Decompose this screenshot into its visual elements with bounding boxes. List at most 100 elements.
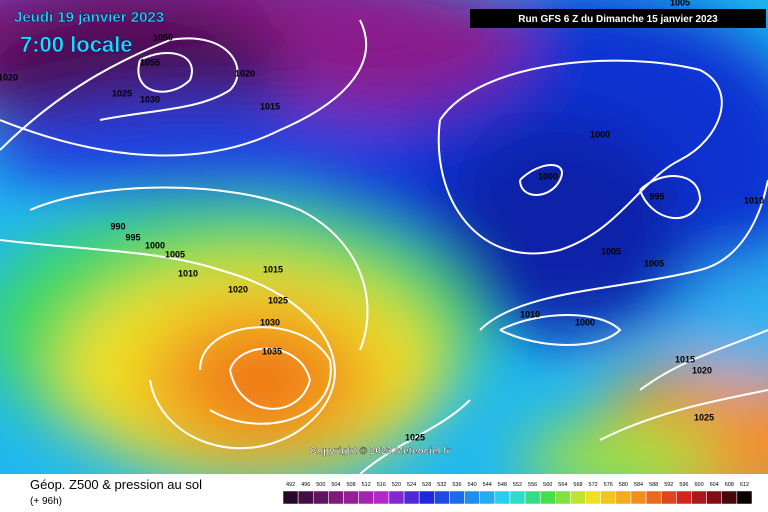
lead-time: (+ 96h) <box>30 496 62 507</box>
legend-label: 536 <box>452 482 461 488</box>
legend-swatch <box>494 490 511 505</box>
legend-swatch <box>509 490 526 505</box>
isobar-label: 1025 <box>694 412 714 422</box>
legend-label: 540 <box>468 482 477 488</box>
isobar-label: 1015 <box>675 354 695 364</box>
isobar-label: 1035 <box>262 346 282 356</box>
legend-swatch <box>479 490 496 505</box>
isobar-label: 1000 <box>575 317 595 327</box>
legend-label: 520 <box>392 482 401 488</box>
legend-label: 524 <box>407 482 416 488</box>
isobar-label: 1030 <box>260 317 280 327</box>
legend-label: 572 <box>589 482 598 488</box>
legend-swatch <box>736 490 753 505</box>
legend-label: 528 <box>422 482 431 488</box>
legend-label: 604 <box>710 482 719 488</box>
isobar-label: 1020 <box>228 284 248 294</box>
legend-label: 516 <box>377 482 386 488</box>
isobar-label: 1020 <box>0 72 18 82</box>
isobar-label: 1025 <box>112 88 132 98</box>
isobar-label: 1025 <box>268 295 288 305</box>
legend-label: 552 <box>513 482 522 488</box>
legend-swatch <box>676 490 692 505</box>
legend-swatch <box>388 490 405 505</box>
legend-label: 588 <box>649 482 658 488</box>
isobar-label: 1030 <box>140 94 160 104</box>
isobar-label: 1010 <box>520 309 540 319</box>
legend-swatch <box>403 490 420 505</box>
legend-swatch <box>585 490 601 505</box>
legend-swatch <box>373 490 390 505</box>
legend-label: 492 <box>286 482 295 488</box>
legend-swatch <box>706 490 722 505</box>
legend-swatch <box>434 490 450 505</box>
isobar-label: 1010 <box>744 195 764 205</box>
legend-swatch <box>630 490 647 505</box>
forecast-date: Jeudi 19 janvier 2023 <box>14 9 164 26</box>
legend-label: 512 <box>362 482 371 488</box>
isobar-label: 995 <box>125 232 140 242</box>
legend-label: 532 <box>437 482 446 488</box>
legend-label: 544 <box>483 482 492 488</box>
legend-swatch <box>343 490 359 505</box>
isobar-label: 995 <box>649 191 664 201</box>
legend-label: 500 <box>316 482 325 488</box>
isobar-label: 1050 <box>153 32 173 42</box>
isobar-label: 1000 <box>145 240 165 250</box>
legend-label: 612 <box>740 482 749 488</box>
legend-swatch <box>660 490 677 505</box>
legend-swatch <box>524 490 541 505</box>
isobar-label: 1000 <box>538 171 558 181</box>
legend-swatch <box>313 490 329 505</box>
isobar-label: 1010 <box>178 268 198 278</box>
footer-title: Géop. Z500 & pression au sol <box>30 477 202 492</box>
legend-label: 596 <box>679 482 688 488</box>
legend-label: 560 <box>543 482 552 488</box>
forecast-time: 7:00 locale <box>20 32 133 57</box>
legend-label: 508 <box>346 482 355 488</box>
legend-swatch <box>721 490 738 505</box>
copyright: Copyright © 2023 Meteociel.fr <box>310 446 451 457</box>
legend-label: 576 <box>604 482 613 488</box>
isobar-label: 1015 <box>263 264 283 274</box>
isobar-label: 1005 <box>601 246 621 256</box>
legend-swatch <box>539 490 556 505</box>
legend-swatch <box>600 490 617 505</box>
isobar-label: 990 <box>110 221 125 231</box>
legend-swatch <box>449 490 465 505</box>
legend-label: 548 <box>498 482 507 488</box>
legend-label: 556 <box>528 482 537 488</box>
isobar-label: 1005 <box>644 258 664 268</box>
legend-label: 584 <box>634 482 643 488</box>
legend-swatch <box>691 490 707 505</box>
isobar-labels: 1005 1020 1050 1055 1020 1015 1030 1025 … <box>0 0 764 442</box>
legend-swatch <box>464 490 480 505</box>
isobar-label: 1005 <box>165 249 185 259</box>
legend-swatch <box>570 490 586 505</box>
legend-label: 592 <box>664 482 673 488</box>
legend-label: 504 <box>331 482 340 488</box>
legend-swatch <box>358 490 375 505</box>
legend-swatch <box>645 490 662 505</box>
legend-label: 580 <box>619 482 628 488</box>
legend-swatch <box>282 490 299 505</box>
legend-swatch <box>297 490 314 505</box>
legend-swatch <box>615 490 632 505</box>
color-legend: 492 496 500 504 508 512 516 520 524 528 532 536 540 5… <box>282 482 753 505</box>
isobar-label: 1020 <box>692 365 712 375</box>
legend-label: 600 <box>694 482 703 488</box>
isobar-label: 1055 <box>140 57 160 67</box>
isobar-label: 1005 <box>670 0 690 7</box>
isobar-label: 1000 <box>590 129 610 139</box>
legend-label: 568 <box>573 482 582 488</box>
isobar-label: 1025 <box>405 432 425 442</box>
legend-label: 564 <box>558 482 567 488</box>
isobar-label: 1020 <box>235 68 255 78</box>
legend-label: 608 <box>725 482 734 488</box>
run-banner <box>470 9 766 28</box>
run-info: Run GFS 6 Z du Dimanche 15 janvier 2023 <box>518 14 718 25</box>
legend-swatch <box>328 490 344 505</box>
legend-label: 496 <box>301 482 310 488</box>
